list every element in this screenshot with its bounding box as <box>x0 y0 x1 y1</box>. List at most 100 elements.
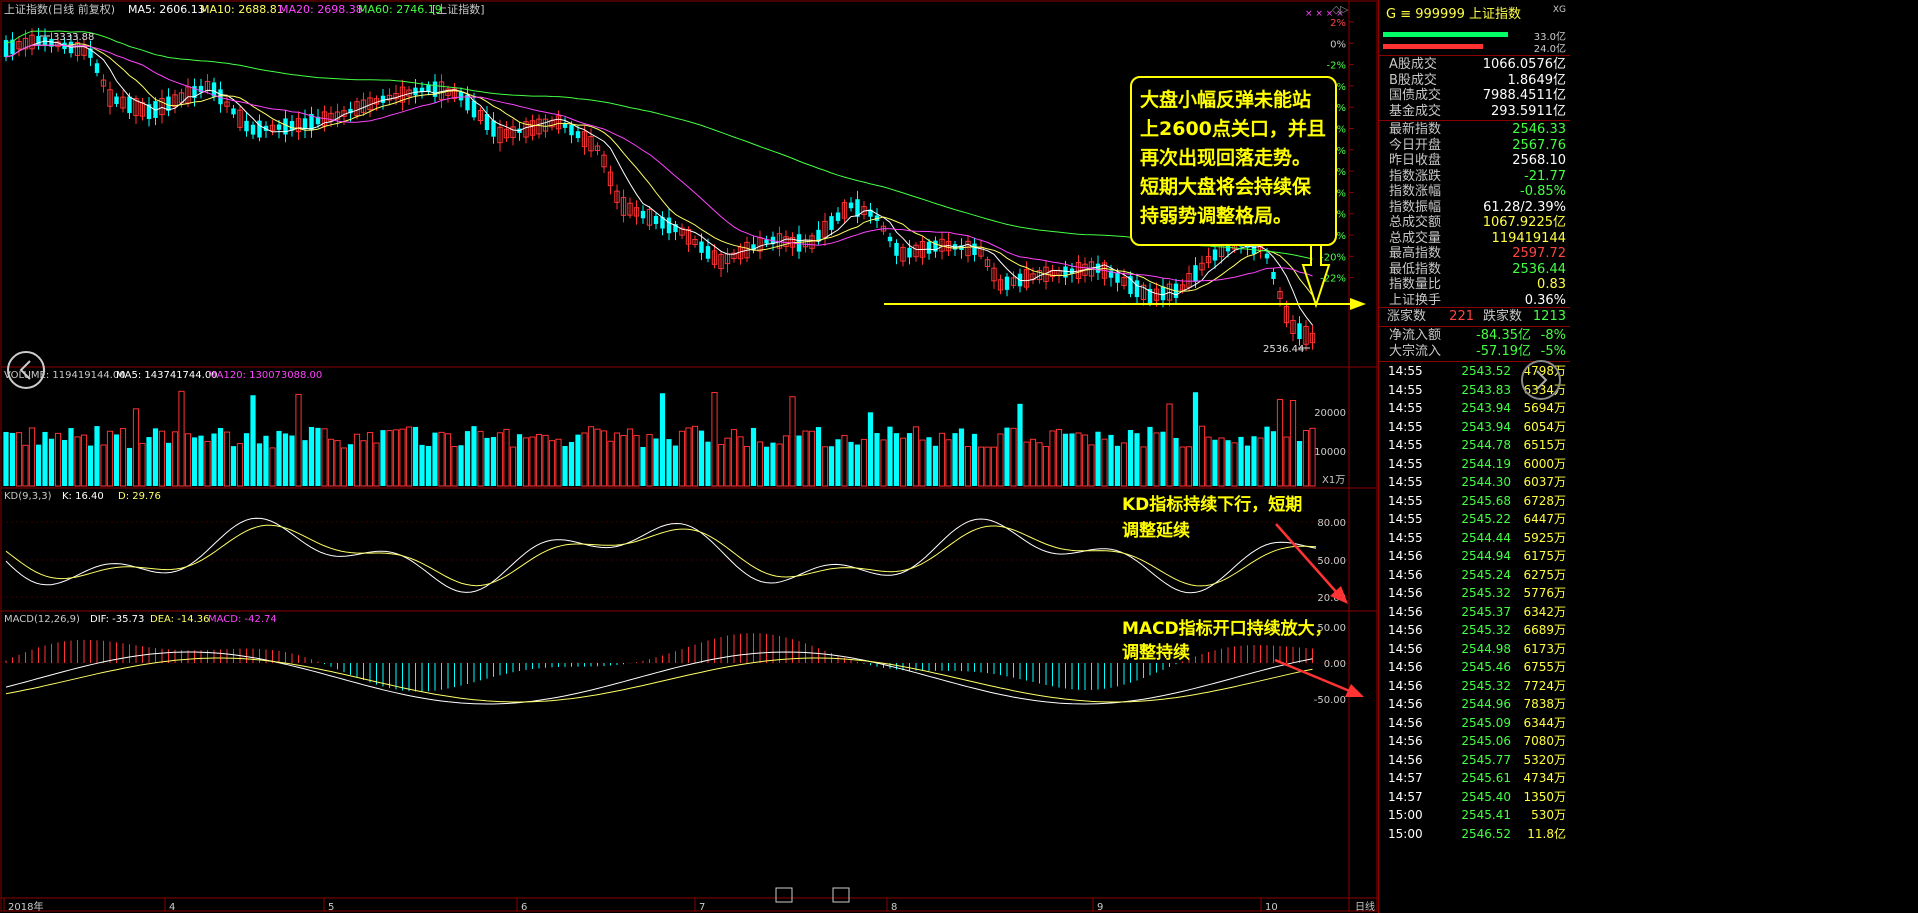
turnover-row: 基金成交 293.5911亿 <box>1379 104 1570 120</box>
flow-percent: -5% <box>1540 343 1566 359</box>
price-tick-label: 0% <box>1330 39 1346 50</box>
stat-label: 指数量比 <box>1389 277 1442 292</box>
tick-time: 14:56 <box>1388 660 1423 674</box>
tick-volume: 6755万 <box>1523 660 1566 674</box>
tick-row: 14:56 2544.96 7838万 <box>1379 696 1570 712</box>
chart-title: 上证指数(日线 前复权) <box>4 2 115 16</box>
stat-label: 最高指数 <box>1389 246 1442 261</box>
stat-row: 总成交量 119419144 <box>1379 231 1570 247</box>
date-tick-label: 6 <box>521 902 527 913</box>
volume-ma5: MA5: 143741744.00 <box>116 370 218 381</box>
tick-row: 14:56 2545.24 6275万 <box>1379 567 1570 583</box>
chevron-right-icon <box>1536 370 1548 390</box>
tick-time: 14:56 <box>1388 678 1423 693</box>
high-price-label: 3333.88 <box>53 32 94 43</box>
kd-header: KD(9,3,3) <box>4 491 52 502</box>
updown-row: 涨家数 221 跌家数 1213 <box>1379 309 1570 325</box>
tick-price: 2545.32 <box>1461 623 1511 637</box>
tick-price: 2545.22 <box>1461 512 1511 526</box>
tick-price: 2545.37 <box>1461 604 1511 619</box>
tick-time: 14:55 <box>1388 382 1423 397</box>
tick-price: 2545.46 <box>1461 660 1511 674</box>
settings-icon[interactable] <box>832 887 850 903</box>
low-price-label: 2536.44 <box>1263 344 1304 355</box>
tick-time: 14:55 <box>1388 475 1423 489</box>
stat-label: 最低指数 <box>1389 261 1442 277</box>
stat-row: 今日开盘 2567.76 <box>1379 138 1570 154</box>
tick-row: 14:55 2544.30 6037万 <box>1379 474 1570 490</box>
tick-volume: 11.8亿 <box>1527 826 1566 841</box>
kd-d-value: D: 29.76 <box>118 491 161 502</box>
up-count-label: 涨家数 <box>1387 309 1427 324</box>
kline-chart-area[interactable]: 2%0%-2%-4%-6%-8%-10%-12%-14%-16%-18%-20%… <box>0 0 1378 913</box>
macd-dif: DIF: -35.73 <box>90 614 144 625</box>
volume-ma120: MA120: 130073088.00 <box>208 370 322 381</box>
flow-label: 净流入额 <box>1389 328 1442 343</box>
nav-left-button[interactable] <box>7 351 45 389</box>
macd-annotation: MACD指标开口持续放大， 调整持续 <box>1122 618 1332 663</box>
tick-price: 2545.32 <box>1461 586 1511 600</box>
stat-row: 指数涨幅 -0.85% <box>1379 184 1570 200</box>
tick-row: 14:55 2545.22 6447万 <box>1379 511 1570 527</box>
stat-value: -0.85% <box>1520 184 1566 199</box>
tick-row: 14:57 2545.61 4734万 <box>1379 770 1570 786</box>
tick-volume: 5320万 <box>1523 752 1566 767</box>
tick-volume: 7724万 <box>1523 678 1566 693</box>
volume-header: VOLUME: 119419144.00 <box>4 370 126 381</box>
tick-time: 14:57 <box>1388 789 1423 804</box>
turnover-label: B股成交 <box>1389 72 1437 88</box>
volume-bars <box>3 390 1316 487</box>
date-tick-label: 5 <box>328 902 334 913</box>
diamond-icon[interactable]: ◇ <box>1332 3 1341 16</box>
stat-value: 2567.76 <box>1512 137 1566 153</box>
down-count-label: 跌家数 <box>1483 309 1523 324</box>
tick-row: 14:55 2545.68 6728万 <box>1379 493 1570 509</box>
macd-tick-label: 50.00 <box>1317 623 1346 634</box>
stat-label: 指数涨幅 <box>1389 184 1442 199</box>
tick-volume: 6037万 <box>1523 475 1566 489</box>
tick-row: 14:56 2545.46 6755万 <box>1379 659 1570 675</box>
macd-dea: DEA: -14.36 <box>150 614 209 625</box>
tick-row: 14:56 2545.32 6689万 <box>1379 622 1570 638</box>
stat-row: 最高指数 2597.72 <box>1379 246 1570 262</box>
date-tick-label: 7 <box>699 902 705 913</box>
price-tick-label: -20% <box>1320 252 1346 263</box>
flow-percent: -8% <box>1540 328 1566 343</box>
up-count-value: 221 <box>1449 309 1474 324</box>
tick-time: 14:56 <box>1388 752 1423 767</box>
tick-row: 14:55 2543.94 5694万 <box>1379 400 1570 416</box>
ma10-label: MA10: 2688.81 <box>200 3 284 16</box>
turnover-row: B股成交 1.8649亿 <box>1379 73 1570 89</box>
annotation-line: 再次出现回落走势。 <box>1140 146 1311 169</box>
stat-label: 昨日收盘 <box>1389 153 1442 168</box>
tick-volume: 6515万 <box>1523 438 1566 452</box>
tick-volume: 5776万 <box>1523 586 1566 600</box>
menu-arrow-icon[interactable]: ▷ <box>1340 3 1349 16</box>
kd-arrow-head-icon <box>1330 586 1348 604</box>
candlesticks <box>3 28 1316 351</box>
kd-lines <box>5 517 1317 594</box>
tick-volume: 6054万 <box>1523 419 1566 434</box>
stat-label: 上证换手 <box>1389 292 1442 308</box>
advance-bar-value: 33.0亿 <box>1533 32 1566 43</box>
tick-price: 2543.94 <box>1461 419 1511 434</box>
annotation-line: 上2600点关口，并且 <box>1140 117 1326 140</box>
quote-title[interactable]: G ≡ 999999 上证指数 <box>1386 7 1521 22</box>
zoom-icon[interactable] <box>775 887 793 903</box>
tick-time: 14:55 <box>1388 364 1423 378</box>
stat-row: 上证换手 0.36% <box>1379 293 1570 309</box>
tick-time: 14:55 <box>1388 438 1423 452</box>
stat-value: 2546.33 <box>1512 122 1566 137</box>
stat-label: 总成交量 <box>1389 230 1442 246</box>
tick-volume: 6344万 <box>1523 715 1566 730</box>
period-button[interactable]: 日线 <box>1355 900 1375 913</box>
kd-annotation-line: 调整延续 <box>1122 520 1190 541</box>
macd-header: MACD(12,26,9) <box>4 614 80 625</box>
quote-tag[interactable]: XG <box>1552 5 1566 15</box>
tick-price: 2546.52 <box>1461 826 1511 841</box>
tick-volume: 7080万 <box>1523 734 1566 748</box>
tick-volume: 6447万 <box>1523 512 1566 526</box>
nav-right-button[interactable] <box>1521 360 1561 400</box>
stat-label: 今日开盘 <box>1389 137 1442 153</box>
annotation-line: 大盘小幅反弹未能站 <box>1140 88 1311 111</box>
